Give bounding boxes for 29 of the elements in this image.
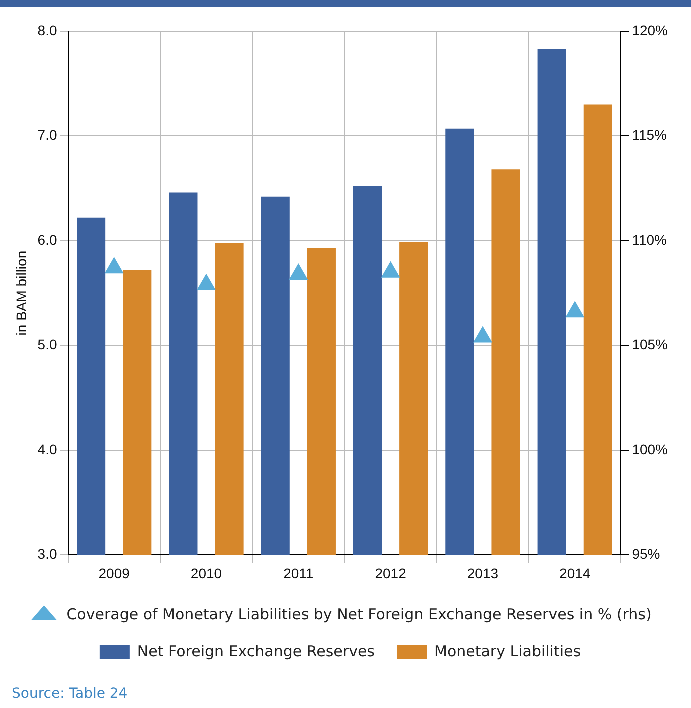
x-tick-label: 2010: [190, 565, 222, 582]
point: [566, 301, 585, 318]
x-tick-label: 2009: [98, 565, 130, 582]
legend-label: Net Foreign Exchange Reserves: [137, 642, 376, 660]
point: [104, 257, 124, 274]
point: [473, 326, 492, 343]
y2-tick-label: 120%: [632, 22, 668, 38]
y-tick-label: 6.0: [38, 232, 58, 248]
point: [381, 261, 400, 278]
y2-tick-label: 115%: [632, 127, 667, 144]
legend-label: Coverage of Monetary Liabilities by Net Foreign Exchange Reserves in % (rhs): [66, 605, 652, 624]
x-tick-label: 2013: [467, 565, 499, 582]
y-tick-label: 5.0: [38, 336, 58, 353]
y2-tick-label: 95%: [632, 546, 660, 562]
y-tick-label: 3.0: [38, 546, 58, 562]
point: [289, 263, 308, 280]
y2-tick-label: 100%: [632, 441, 668, 458]
x-tick-label: 2011: [284, 565, 314, 582]
point: [196, 274, 216, 290]
legend-label: Monetary Liabilities: [434, 642, 582, 660]
y-axis-title: in BAM billion: [13, 250, 30, 336]
y2-tick-label: 110%: [632, 232, 667, 248]
x-tick-label: 2012: [375, 565, 407, 582]
source-note: Source: Table 24: [12, 686, 128, 702]
y-tick-label: 8.0: [38, 22, 58, 38]
y2-tick-label: 105%: [632, 336, 668, 353]
x-tick-label: 2014: [560, 565, 591, 582]
y-tick-label: 4.0: [38, 441, 58, 458]
y-tick-label: 7.0: [38, 127, 58, 144]
